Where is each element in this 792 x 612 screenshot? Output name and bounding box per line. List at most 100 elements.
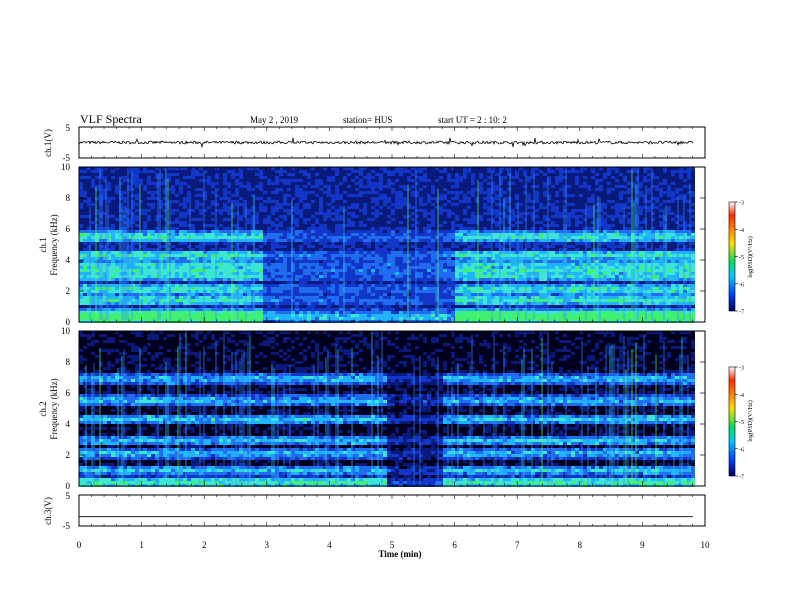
spectrogram-cell	[399, 254, 403, 257]
spectrogram-cell	[315, 263, 319, 266]
spectrogram-cell	[223, 170, 227, 173]
spectrogram-cell	[423, 212, 427, 215]
spectrogram-cell	[443, 290, 447, 293]
spectrogram-cell	[135, 188, 139, 191]
spectrogram-cell	[175, 278, 179, 281]
spectrogram-cell	[419, 236, 423, 239]
spectrogram-cell	[403, 311, 407, 314]
spectrogram-cell	[91, 290, 95, 293]
spectrogram-cell	[111, 272, 115, 275]
spectrogram-cell	[363, 296, 367, 299]
spectrogram-cell	[223, 314, 227, 317]
spectrogram-cell	[223, 209, 227, 212]
spectrogram-cell	[239, 182, 243, 185]
spectrogram-cell	[199, 206, 203, 209]
spectrogram-cell	[271, 185, 275, 188]
spectrogram-cell	[443, 209, 447, 212]
spectrogram-cell	[375, 284, 379, 287]
spectrogram-cell	[435, 179, 439, 182]
spectrogram-cell	[91, 302, 95, 305]
ch1-waveform-panel: ch.1(V) 5 -5	[43, 123, 705, 163]
spectrogram-cell	[367, 302, 371, 305]
spectrogram-cell	[391, 227, 395, 230]
spectrogram-cell	[307, 317, 311, 320]
spectrogram-cell	[383, 185, 387, 188]
spectrogram-cell	[267, 185, 271, 188]
spectrogram-cell	[211, 245, 215, 248]
spectrogram-cell	[191, 218, 195, 221]
spectrogram-cell	[271, 248, 275, 251]
spectrogram-cell	[367, 251, 371, 254]
spectrogram-cell	[347, 269, 351, 272]
spectrogram-cell	[387, 215, 391, 218]
spectrogram-cell	[283, 281, 287, 284]
spectrogram-cell	[171, 185, 175, 188]
spectrogram-cell	[371, 248, 375, 251]
spectrogram-cell	[147, 260, 151, 263]
spectrogram-cell	[403, 263, 407, 266]
spectrogram-cell	[259, 278, 263, 281]
spectrogram-cell	[147, 224, 151, 227]
spectrogram-cell	[379, 194, 383, 197]
spectrogram-cell	[287, 263, 291, 266]
spectrogram-cell	[207, 209, 211, 212]
spectrogram-cell	[327, 182, 331, 185]
spectrogram-cell	[219, 215, 223, 218]
spectrogram-cell	[411, 224, 415, 227]
spectrogram-cell	[447, 248, 451, 251]
spectrogram-cell	[171, 224, 175, 227]
spectrogram-cell	[419, 284, 423, 287]
spectrogram-cell	[307, 287, 311, 290]
spectrogram-cell	[383, 245, 387, 248]
spectrogram-cell	[211, 317, 215, 320]
spectrogram-cell	[339, 188, 343, 191]
spectrogram-cell	[371, 233, 375, 236]
spectrogram-cell	[391, 257, 395, 260]
spectrogram-cell	[259, 203, 263, 206]
spectrogram-cell	[375, 209, 379, 212]
spectrogram-cell	[183, 245, 187, 248]
spectrogram-cell	[411, 179, 415, 182]
spectrogram-cell	[427, 221, 431, 224]
spectrogram-cell	[363, 308, 367, 311]
spectrogram-cell	[91, 209, 95, 212]
spectrogram-cell	[351, 263, 355, 266]
spectrogram-cell	[419, 287, 423, 290]
spectrogram-cell	[123, 185, 127, 188]
spectrogram-cell	[379, 251, 383, 254]
spectrogram-cell	[111, 200, 115, 203]
spectrogram-cell	[431, 221, 435, 224]
spectrogram-cell	[135, 293, 139, 296]
spectrogram-cell	[271, 308, 275, 311]
spectrogram-cell	[439, 287, 443, 290]
spectrogram-cell	[443, 170, 447, 173]
spectrogram-cell	[135, 191, 139, 194]
spectrogram-cell	[207, 284, 211, 287]
spectrogram-cell	[215, 173, 219, 176]
spectrogram-cell	[319, 224, 323, 227]
spectrogram-cell	[379, 275, 383, 278]
spectrogram-cell	[243, 194, 247, 197]
spectrogram-cell	[307, 263, 311, 266]
spectrogram-cell	[259, 263, 263, 266]
spectrogram-cell	[375, 248, 379, 251]
spectrogram-cell	[383, 197, 387, 200]
spectrogram-cell	[395, 296, 399, 299]
spectrogram-cell	[423, 269, 427, 272]
spectrogram-cell	[307, 239, 311, 242]
spectrogram-cell	[263, 284, 267, 287]
spectrogram-cell	[275, 176, 279, 179]
spectrogram-cell	[307, 221, 311, 224]
spectrogram-cell	[315, 218, 319, 221]
spectrogram-cell	[299, 218, 303, 221]
spectrogram-cell	[295, 311, 299, 314]
spectrogram-cell	[307, 308, 311, 311]
spectrogram-cell	[267, 284, 271, 287]
spectrogram-cell	[363, 182, 367, 185]
spectrogram-cell	[151, 290, 155, 293]
spectrogram-cell	[399, 257, 403, 260]
spectrogram-cell	[271, 278, 275, 281]
spectrogram-cell	[371, 317, 375, 320]
spectrogram-cell	[83, 179, 87, 182]
spectrogram-cell	[391, 224, 395, 227]
